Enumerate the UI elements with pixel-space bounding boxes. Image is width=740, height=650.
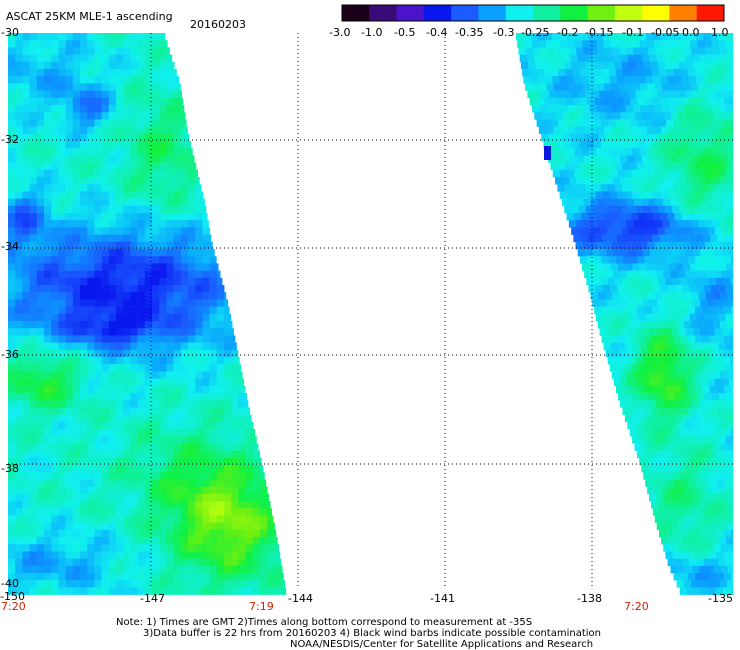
colorbar-label: -3.0: [329, 26, 351, 39]
colorbar-label: 1.0: [711, 26, 729, 39]
lat-label: -36: [1, 348, 19, 361]
lat-lon-grid: [8, 33, 733, 588]
data-swaths: [8, 33, 734, 595]
lat-label: -38: [1, 462, 19, 475]
colorbar-label: -0.15: [585, 26, 614, 39]
colorbar: [341, 4, 725, 22]
colorbar-swatch: [642, 5, 670, 21]
colorbar-swatch: [451, 5, 479, 21]
colorbar-label: -0.4: [426, 26, 448, 39]
footer-credit: NOAA/NESDIS/Center for Satellite Applica…: [290, 639, 594, 650]
colorbar-swatch: [614, 5, 643, 21]
colorbar-swatch: [587, 5, 616, 21]
colorbar-label: -1.0: [361, 26, 383, 39]
colorbar-swatch: [696, 5, 725, 21]
date-label: 20160203: [190, 18, 246, 31]
colorbar-label: -0.35: [455, 26, 484, 39]
lon-label: -147: [140, 592, 165, 605]
colorbar-swatch: [533, 5, 561, 21]
data-cell: [544, 146, 551, 160]
lon-label: -150: [0, 590, 25, 603]
colorbar-label: -0.3: [493, 26, 515, 39]
lon-label: -138: [577, 592, 602, 605]
colorbar-swatch: [369, 5, 398, 21]
colorbar-swatch: [396, 5, 425, 21]
colorbar-label: -0.5: [394, 26, 416, 39]
colorbar-swatch: [478, 5, 507, 21]
colorbar-frame: [341, 4, 725, 22]
lat-label: -40: [1, 577, 19, 590]
colorbar-label: -0.2: [557, 26, 579, 39]
colorbar-swatch: [560, 5, 589, 21]
colorbar-swatch: [342, 5, 370, 21]
colorbar-label: -0.05: [651, 26, 680, 39]
lon-label: -135: [708, 592, 733, 605]
footer-note-1: Note: 1) Times are GMT 2)Times along bot…: [116, 617, 533, 628]
lon-label: -144: [288, 592, 313, 605]
colorbar-label: 0.0: [682, 26, 700, 39]
colorbar-swatch: [505, 5, 534, 21]
lon-label: -141: [430, 592, 455, 605]
time-label: 7:19: [249, 600, 274, 613]
lat-label: -30: [1, 26, 19, 39]
product-title: ASCAT 25KM MLE-1 ascending: [6, 10, 173, 23]
lat-label: -32: [1, 133, 19, 146]
lat-label: -34: [1, 240, 19, 253]
colorbar-swatch: [423, 5, 452, 21]
colorbar-label: -0.25: [521, 26, 550, 39]
footer-note-2: 3)Data buffer is 22 hrs from 20160203 4)…: [143, 628, 601, 639]
colorbar-swatch: [669, 5, 698, 21]
time-label: 7:20: [624, 600, 649, 613]
time-label: 7:20: [1, 600, 26, 613]
colorbar-label: -0.1: [622, 26, 644, 39]
